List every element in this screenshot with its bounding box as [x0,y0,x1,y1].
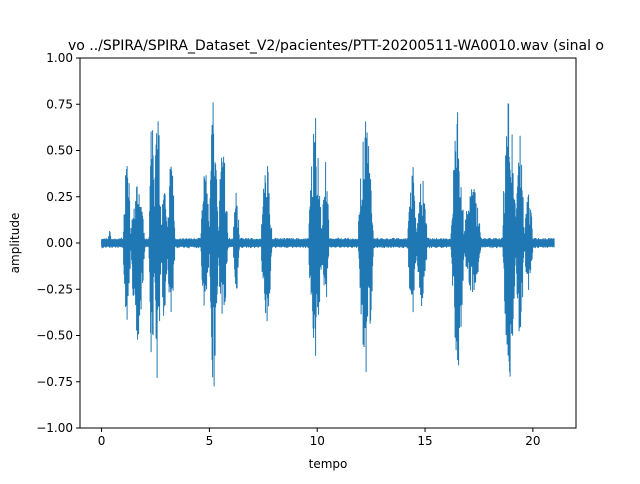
y-tick-label: −0.75 [36,375,73,389]
y-axis-label: amplitude [8,213,22,274]
x-tick-label: 0 [98,434,106,448]
waveform-series-0 [101,102,555,387]
series-layer [101,102,555,387]
x-tick-label: 10 [310,434,325,448]
y-tick-label: −0.25 [36,282,73,296]
y-tick-label: 1.00 [46,51,73,65]
chart-title: vo ../SPIRA/SPIRA_Dataset_V2/pacientes/P… [68,38,604,54]
y-tick-label: −0.50 [36,329,73,343]
y-axis: −1.00 −0.75 −0.50 −0.25 0.00 0.25 0.50 0.75 1.00 [36,51,80,435]
y-tick-label: 0.75 [46,97,73,111]
y-tick-label: 0.50 [46,144,73,158]
x-axis-label: tempo [309,457,348,471]
x-axis: 0 5 10 15 20 [98,428,541,448]
x-tick-label: 15 [417,434,432,448]
y-tick-label: 0.25 [46,190,73,204]
x-tick-label: 5 [206,434,214,448]
x-tick-label: 20 [525,434,540,448]
y-tick-label: 0.00 [46,236,73,250]
y-tick-label: −1.00 [36,421,73,435]
